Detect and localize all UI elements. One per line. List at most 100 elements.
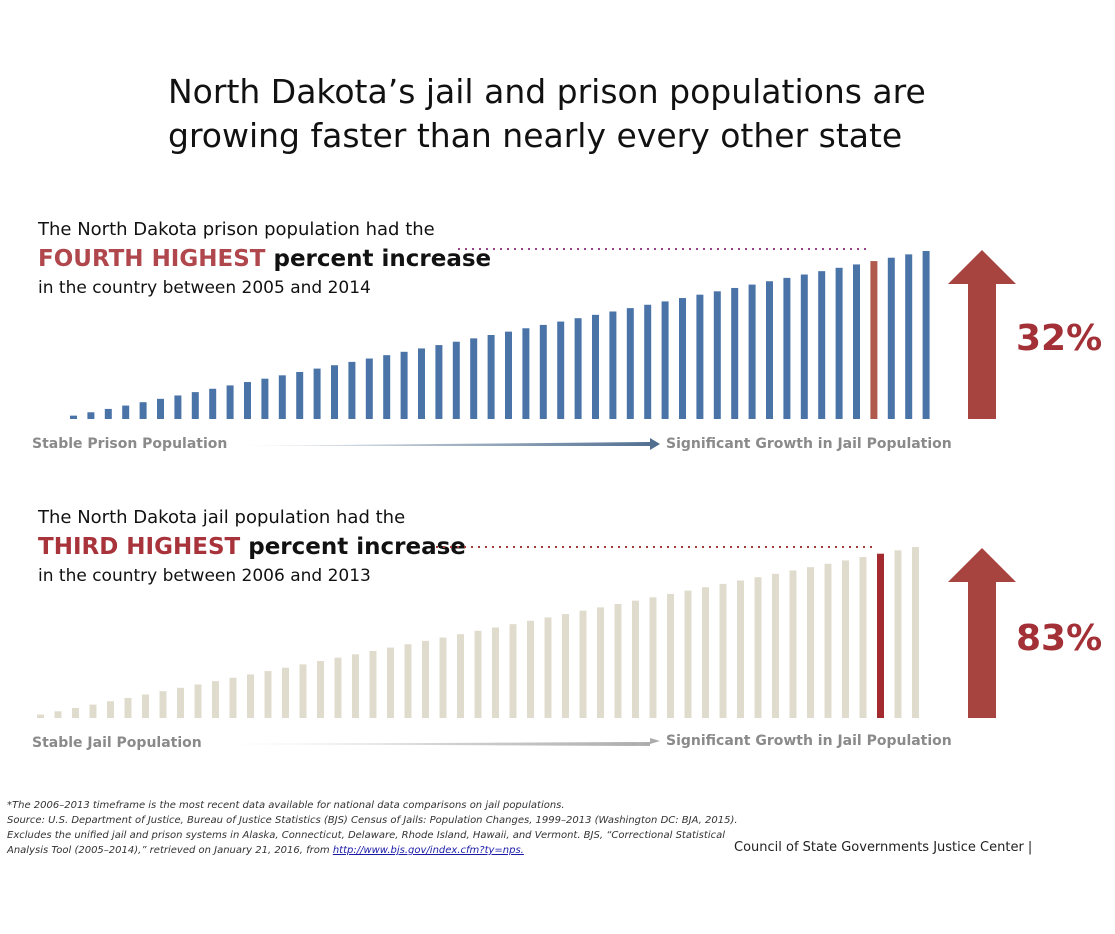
prison-bar-chart: [70, 248, 1016, 450]
jail-left-label: Stable Jail Population: [32, 735, 202, 751]
bar-44: [789, 570, 797, 718]
bar-35: [632, 600, 639, 718]
prison-rank-highlight: FOURTH HIGHEST: [38, 246, 266, 272]
bar-2: [87, 412, 95, 419]
bar-23: [422, 640, 429, 718]
jail-intro-line3: in the country between 2006 and 2013: [38, 566, 371, 586]
bar-8: [191, 392, 199, 419]
bar-25: [487, 335, 495, 419]
bar-1: [37, 714, 44, 718]
bar-17: [317, 661, 324, 718]
bar-36: [649, 597, 657, 718]
bar-38: [713, 291, 721, 419]
bar-19: [352, 654, 359, 718]
bar-12: [261, 378, 269, 419]
bar-15: [313, 368, 321, 419]
bar-11: [212, 681, 219, 718]
bar-49: [905, 254, 913, 419]
bar-33: [626, 308, 634, 419]
bar-34: [644, 304, 652, 419]
bar-46: [824, 563, 832, 718]
bar-47: [870, 261, 878, 419]
bar-40: [719, 583, 727, 718]
bar-28: [509, 624, 517, 718]
jail-percent: 83%: [1016, 618, 1103, 659]
bar-13: [278, 375, 286, 419]
prison-up-arrow: [948, 250, 1016, 419]
bar-10: [194, 684, 202, 718]
prison-rank-rest: percent increase: [273, 246, 492, 272]
bar-27: [492, 627, 499, 718]
bar-2: [54, 711, 62, 718]
bar-16: [331, 365, 338, 419]
bar-42: [783, 277, 791, 419]
bar-39: [731, 287, 739, 419]
bar-43: [772, 573, 779, 718]
bar-50: [894, 550, 902, 718]
bar-11: [244, 382, 251, 419]
bar-20: [369, 650, 377, 718]
credit-text: Council of State Governments Justice Cen…: [734, 840, 1033, 855]
prison-bars: [70, 251, 930, 419]
source-link[interactable]: http://www.bjs.gov/index.cfm?ty=nps.: [332, 845, 524, 856]
bar-3: [72, 707, 79, 718]
bar-15: [282, 667, 289, 718]
bar-24: [439, 637, 447, 718]
bar-45: [807, 567, 814, 718]
jail-intro-line1: The North Dakota jail population had the: [38, 507, 406, 528]
prison-intro: The North Dakota prison population had t…: [38, 218, 491, 300]
prison-left-label: Stable Prison Population: [32, 436, 228, 452]
jail-bar-chart: [37, 546, 1016, 746]
bar-35: [661, 301, 669, 419]
jail-up-arrow: [948, 548, 1016, 718]
jail-right-label: Significant Growth in Jail Population: [666, 733, 952, 749]
bar-12: [229, 677, 237, 718]
bar-31: [592, 314, 599, 419]
bar-41: [737, 580, 744, 718]
footnotes: *The 2006–2013 timeframe is the most rec…: [7, 798, 747, 858]
bar-14: [296, 371, 304, 419]
bar-16: [299, 664, 307, 718]
prison-intro-line2: FOURTH HIGHEST percent increase: [38, 242, 491, 276]
bar-4: [89, 704, 97, 718]
bar-4: [122, 405, 130, 419]
bar-32: [579, 610, 587, 718]
bar-14: [264, 671, 272, 718]
bar-44: [818, 271, 826, 419]
source-body: Source: U.S. Department of Justice, Bure…: [7, 815, 738, 856]
bar-26: [505, 331, 512, 419]
prison-percent: 32%: [1016, 318, 1103, 359]
bar-6: [124, 697, 132, 718]
source-text: Source: U.S. Department of Justice, Bure…: [7, 813, 747, 858]
bar-43: [800, 274, 808, 419]
prison-intro-line3: in the country between 2005 and 2014: [38, 278, 371, 298]
bar-34: [614, 604, 622, 718]
bar-24: [470, 338, 478, 419]
bar-5: [107, 701, 114, 718]
bar-41: [766, 281, 773, 419]
bar-37: [667, 593, 674, 718]
bar-36: [679, 298, 686, 419]
bar-49: [877, 553, 884, 718]
bar-22: [435, 345, 443, 419]
bar-46: [853, 264, 860, 419]
bar-7: [174, 395, 182, 419]
bar-47: [842, 560, 849, 718]
bar-25: [457, 634, 464, 718]
bar-1: [70, 415, 77, 419]
bar-30: [544, 617, 552, 718]
bar-8: [159, 691, 167, 718]
bar-33: [597, 607, 604, 718]
bar-17: [348, 361, 356, 419]
bar-21: [387, 647, 394, 718]
bar-29: [557, 321, 565, 419]
bar-3: [104, 408, 112, 419]
bar-48: [859, 557, 867, 718]
bar-28: [539, 324, 547, 419]
bar-50: [922, 251, 930, 419]
bar-13: [247, 674, 254, 718]
bar-21: [418, 348, 425, 419]
bar-9: [177, 687, 184, 718]
prison-axis-arrow: [230, 438, 660, 450]
bar-32: [609, 311, 617, 419]
